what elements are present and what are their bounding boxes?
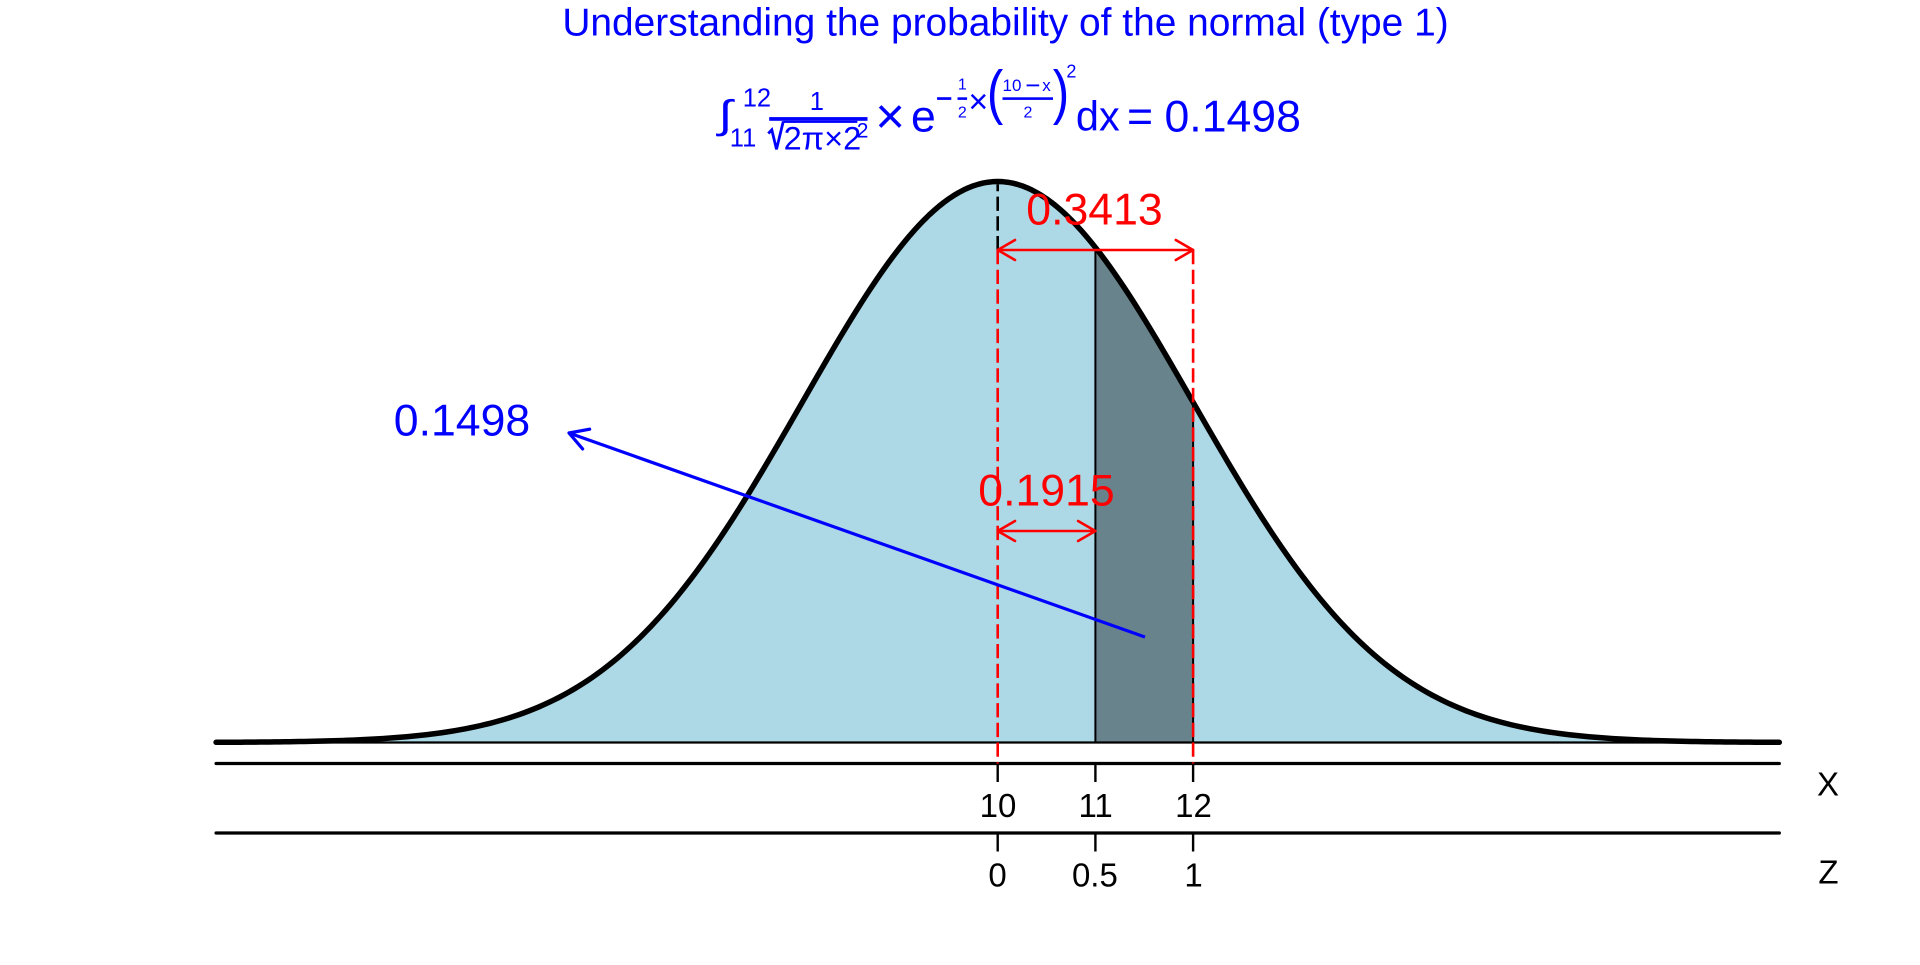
- svg-text:0.1915: 0.1915: [978, 467, 1114, 516]
- svg-text:0.3413: 0.3413: [1026, 186, 1162, 235]
- svg-text:10: 10: [1003, 76, 1022, 95]
- svg-text:11: 11: [730, 125, 756, 153]
- svg-text:dx: dx: [1076, 93, 1120, 140]
- svg-text:12: 12: [1175, 787, 1212, 824]
- svg-text:12: 12: [743, 85, 771, 113]
- svg-text:11: 11: [1078, 787, 1112, 824]
- svg-text:2: 2: [857, 120, 869, 143]
- svg-text:2: 2: [1066, 62, 1076, 82]
- svg-text:=: =: [1127, 93, 1153, 142]
- svg-text:1: 1: [810, 88, 824, 116]
- svg-text:10: 10: [980, 787, 1017, 824]
- svg-text:x: x: [1042, 76, 1051, 95]
- svg-text:2: 2: [1023, 105, 1032, 122]
- svg-text:0.5: 0.5: [1072, 857, 1118, 894]
- svg-text:X: X: [1817, 765, 1839, 802]
- svg-text:Z: Z: [1818, 853, 1838, 890]
- svg-text:∫: ∫: [715, 92, 735, 137]
- svg-text:2: 2: [958, 105, 967, 122]
- svg-text:Understanding the probability: Understanding the probability of the nor…: [562, 2, 1448, 45]
- svg-text:2π×2: 2π×2: [784, 121, 862, 157]
- svg-text:×: ×: [875, 87, 905, 144]
- svg-text:e: e: [911, 93, 936, 142]
- svg-text:0.1498: 0.1498: [394, 397, 530, 446]
- svg-text:1: 1: [958, 77, 967, 94]
- svg-text:−: −: [1025, 70, 1040, 100]
- svg-text:0.1498: 0.1498: [1165, 93, 1301, 142]
- svg-text:(: (: [987, 58, 1003, 126]
- svg-text:1: 1: [1184, 857, 1202, 894]
- svg-text:): ): [1053, 58, 1069, 126]
- svg-text:×: ×: [968, 83, 988, 121]
- svg-text:0: 0: [988, 857, 1006, 894]
